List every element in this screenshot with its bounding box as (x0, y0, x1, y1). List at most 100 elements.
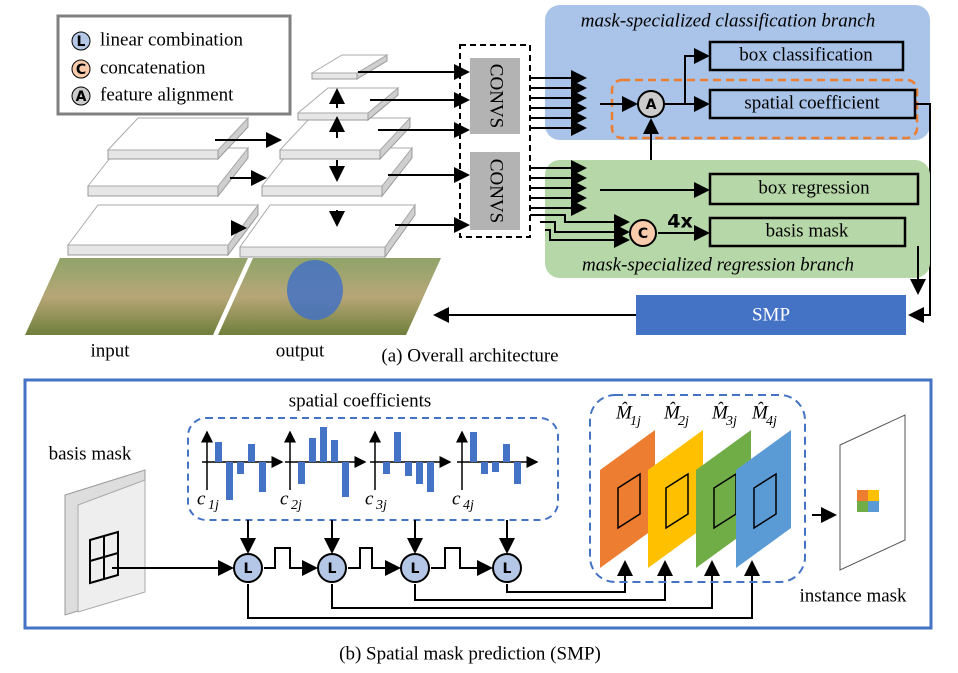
operator (629, 219, 657, 247)
plane-front (311, 72, 358, 80)
output-box (708, 216, 907, 248)
masks: M̂1j M̂2j M̂3j M̂4j (600, 402, 791, 568)
mask-outline (665, 472, 689, 530)
mask-base: M̂ (615, 402, 633, 423)
coefficients-title: spatial coefficients (289, 390, 432, 411)
legend-symbol-text: C (76, 62, 86, 78)
output-label: box classification (739, 44, 873, 65)
convs-block (470, 152, 520, 230)
legend-box (56, 14, 292, 116)
plane-front (67, 244, 229, 256)
operator (317, 553, 347, 583)
masks-group (589, 394, 806, 583)
legend-symbol (71, 31, 91, 51)
coefficient-base: c (197, 488, 206, 509)
mask-base: M̂ (711, 402, 729, 423)
coefficient-base: c (280, 488, 289, 509)
plane-top (310, 54, 389, 74)
instance-mask-label: instance mask (799, 585, 907, 606)
legend-symbol-text: L (77, 34, 86, 50)
legend-symbol-text: A (76, 89, 87, 105)
operator (233, 553, 263, 583)
convs-label: CONVS (486, 64, 507, 128)
coefficient-bar (342, 462, 349, 497)
operator-text: L (244, 561, 253, 577)
coefficient-bar (309, 438, 316, 462)
operator (492, 553, 522, 583)
mask-sub: 1j (630, 414, 641, 429)
mask-plane (648, 430, 703, 568)
mask-base: M̂ (663, 402, 681, 423)
coefficient-plots: c 1j c 2j c 3j c 4j (197, 427, 539, 513)
feature-pyramids (67, 54, 416, 259)
mask-sub: 3j (725, 414, 737, 429)
plane-top (296, 87, 400, 114)
mask-sub: 2j (678, 414, 689, 429)
plane-front (261, 185, 383, 197)
coefficient-bar (215, 442, 222, 462)
plane-front (87, 185, 219, 197)
coefficient-bar (259, 462, 266, 492)
arrows (433, 160, 926, 323)
coefficient-bar (298, 462, 305, 484)
coefficient-bar (416, 462, 423, 484)
alignment-region (610, 78, 919, 140)
plane-front (107, 149, 219, 160)
basis-mask-label: basis mask (49, 443, 132, 464)
mask-cell (868, 490, 879, 501)
coefficient-bar (331, 440, 338, 462)
output-box (708, 172, 920, 206)
coefficient-bar (492, 462, 499, 472)
basis-mask-image (77, 479, 146, 613)
output-box (708, 40, 905, 72)
coefficient-bar (514, 462, 521, 484)
legend: L linear combination C concatenation A f… (71, 29, 243, 106)
smp-panel (23, 378, 933, 630)
output-label: basis mask (766, 220, 849, 241)
mask-cell (868, 501, 879, 512)
operator-text: L (411, 561, 420, 577)
operator (400, 553, 430, 583)
coefficient-bar (427, 462, 434, 492)
plane-front (239, 246, 386, 258)
operator (637, 90, 665, 118)
repeat-label: 4x (667, 211, 692, 233)
coefficient-bar (470, 432, 477, 462)
mask-sub: 4j (766, 414, 777, 429)
coefficient-bar (481, 462, 488, 474)
operator-text: L (503, 561, 512, 577)
operator-text: C (638, 226, 648, 242)
coefficient-sub: 4j (463, 498, 474, 513)
coefficient-bar (503, 444, 510, 462)
plane-front (297, 112, 369, 121)
operator-text: A (646, 97, 657, 113)
coefficient-bar (226, 462, 233, 500)
caption: (a) Overall architecture (381, 345, 558, 366)
plane-top (239, 204, 416, 248)
input-label: input (90, 340, 130, 361)
legend-symbol (71, 86, 91, 106)
coefficient-base: c (365, 488, 374, 509)
plane-front (279, 149, 381, 160)
legend-label: linear combination (100, 29, 243, 50)
coefficient-bar (405, 462, 412, 476)
coefficient-bar (237, 462, 244, 474)
output-label: output (276, 340, 325, 361)
output-segment (287, 260, 343, 320)
output-label: box regression (758, 177, 870, 198)
plane-top (106, 117, 250, 151)
arrows (215, 64, 470, 236)
plane-top (278, 117, 412, 151)
mask-plane (736, 430, 791, 568)
legend-symbol (71, 59, 91, 79)
coefficient-sub: 3j (375, 498, 387, 513)
branch-title: mask-specialized regression branch (582, 254, 854, 275)
mask-base: M̂ (751, 402, 769, 423)
mask-cell (857, 501, 868, 512)
branch-title: mask-specialized classification branch (581, 10, 875, 31)
mask-outline (617, 472, 641, 530)
input-image (25, 258, 248, 335)
convs-label: CONVS (486, 159, 507, 223)
